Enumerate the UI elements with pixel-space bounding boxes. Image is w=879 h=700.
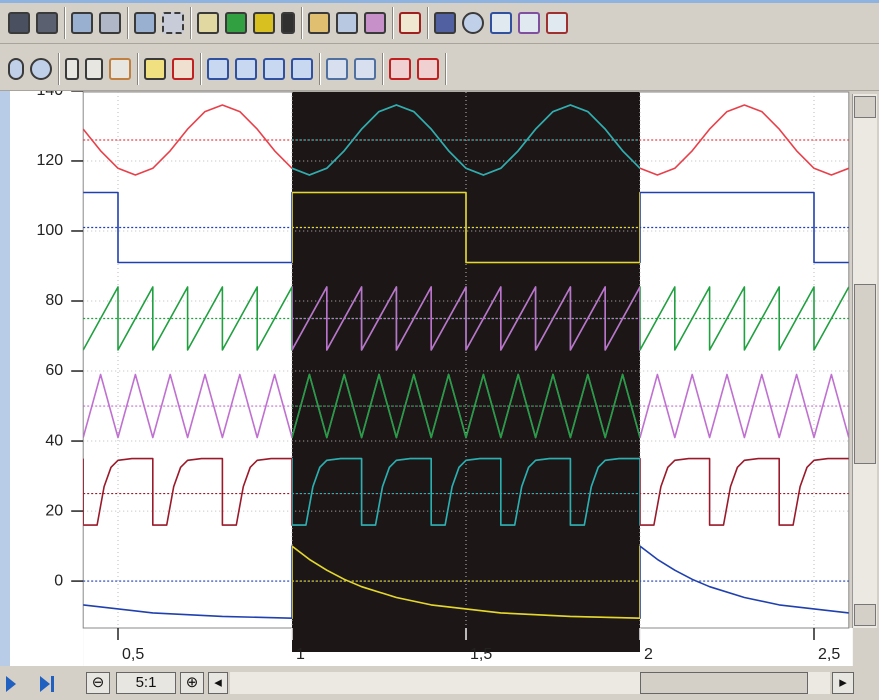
separator	[319, 52, 320, 85]
save-as-button[interactable]	[36, 12, 58, 34]
zoom-plus-button[interactable]: ⊕	[180, 672, 204, 694]
first-button[interactable]	[207, 57, 229, 80]
y-tick-label: 80	[45, 292, 63, 309]
play-arrow[interactable]	[6, 676, 16, 692]
y-axis-area	[10, 90, 84, 666]
toolbar-main	[0, 0, 879, 44]
signal-button[interactable]	[281, 12, 295, 34]
remove-all-button[interactable]	[417, 57, 439, 80]
copy-button[interactable]	[71, 12, 93, 34]
y-tick-label: 120	[36, 152, 63, 169]
left-strip	[0, 90, 10, 666]
scroll-down-button[interactable]	[854, 604, 876, 626]
paste-button[interactable]	[99, 12, 121, 34]
toolbar-view	[0, 47, 879, 91]
separator	[427, 7, 428, 39]
probe-button[interactable]	[197, 12, 219, 34]
y-tick-label: 40	[45, 432, 63, 449]
zoom-out-button[interactable]	[8, 57, 24, 80]
xy-button[interactable]	[518, 12, 540, 34]
end-arrow[interactable]	[40, 676, 50, 692]
x-tick-label: 2	[644, 646, 653, 663]
copy-graph-button[interactable]	[134, 12, 156, 34]
separator	[392, 7, 393, 39]
next-button[interactable]	[263, 57, 285, 80]
marker-delete-button[interactable]	[172, 57, 194, 80]
scroll-right-button[interactable]: ▸	[832, 672, 854, 694]
zoom-ratio[interactable]: 5:1	[116, 672, 176, 694]
signal-line-highlight	[292, 457, 640, 526]
end-bar	[51, 676, 54, 692]
scroll-left-button[interactable]: ◂	[208, 672, 228, 694]
fit-button[interactable]	[109, 57, 131, 80]
function-button[interactable]	[399, 12, 421, 34]
separator	[127, 7, 128, 39]
separator	[200, 52, 201, 85]
signal-line-highlight	[292, 104, 640, 176]
y-tick-label: 100	[36, 222, 63, 239]
separator	[64, 7, 65, 39]
table-button[interactable]	[434, 12, 456, 34]
wave-button[interactable]	[326, 57, 348, 80]
separator	[445, 52, 446, 85]
x-tick-label: 0,5	[122, 646, 144, 663]
y-tick-label: 60	[45, 362, 63, 379]
tools-button[interactable]	[364, 12, 386, 34]
horizontal-scroll-thumb[interactable]	[640, 672, 808, 694]
x-tick-label: 2,5	[818, 646, 840, 663]
y-tick-label: 20	[45, 502, 63, 519]
marker-add-button[interactable]	[144, 57, 166, 80]
properties-button[interactable]	[336, 12, 358, 34]
signal-line-highlight	[292, 286, 640, 351]
fft-button[interactable]	[490, 12, 512, 34]
stack-button[interactable]	[65, 57, 79, 80]
zoom-minus-button[interactable]: ⊖	[86, 672, 110, 694]
vertical-scrollbar[interactable]	[852, 94, 877, 628]
play-button[interactable]	[253, 12, 275, 34]
select-button[interactable]	[162, 12, 184, 34]
scroll-thumb[interactable]	[854, 284, 876, 464]
expand-button[interactable]	[85, 57, 103, 80]
zoom-in-button[interactable]	[30, 57, 52, 80]
signal-line-highlight	[292, 373, 640, 439]
edit-button[interactable]	[308, 12, 330, 34]
scroll-up-button[interactable]	[854, 96, 876, 118]
nyquist-button[interactable]	[546, 12, 568, 34]
x-tick-label: 1	[296, 646, 305, 663]
zoom-analysis-button[interactable]	[462, 12, 484, 34]
last-button[interactable]	[291, 57, 313, 80]
separator	[58, 52, 59, 85]
bottom-bar: ⊖ 5:1 ⊕ ◂ ▸	[0, 666, 879, 700]
separator	[190, 7, 191, 39]
signal-line-highlight	[292, 191, 640, 264]
y-tick-label: 0	[54, 572, 63, 589]
wave-copy-button[interactable]	[354, 57, 376, 80]
separator	[137, 52, 138, 85]
previous-button[interactable]	[235, 57, 257, 80]
separator	[382, 52, 383, 85]
save-button[interactable]	[8, 12, 30, 34]
module-button[interactable]	[225, 12, 247, 34]
x-tick-label: 1,5	[470, 646, 492, 663]
signal-line-highlight	[292, 545, 640, 619]
separator	[301, 7, 302, 39]
remove-button[interactable]	[389, 57, 411, 80]
